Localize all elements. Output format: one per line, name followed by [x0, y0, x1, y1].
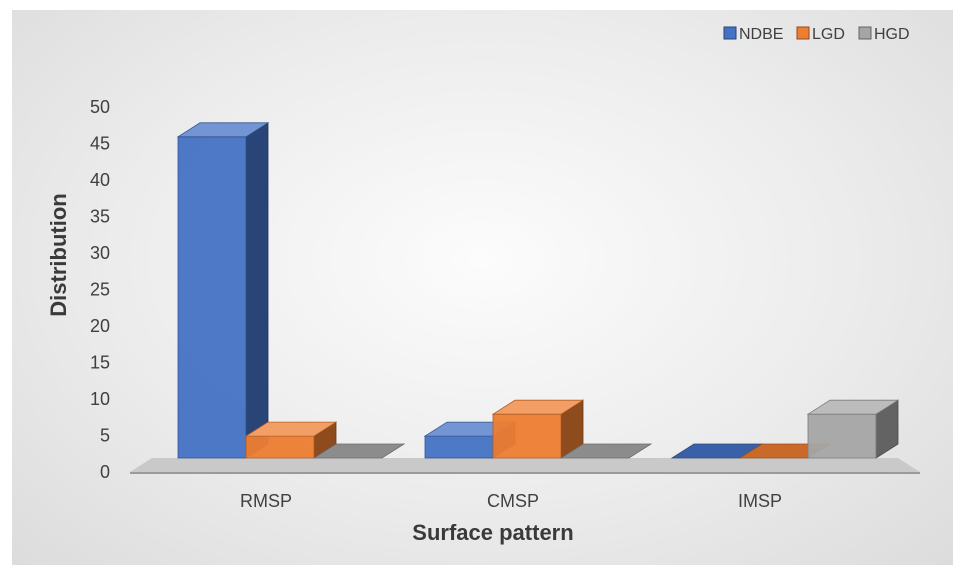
y-tick-label: 35 [90, 207, 110, 227]
legend: NDBE LGD HGD [723, 26, 910, 43]
svg-text:NDBE: NDBE [739, 26, 783, 43]
bar-hgd-rmsp [312, 443, 406, 459]
bar-hgd-imsp [806, 399, 900, 459]
svg-text:HGD: HGD [874, 26, 910, 43]
y-tick-label: 10 [90, 389, 110, 409]
x-tick-label: IMSP [738, 491, 782, 511]
x-tick-label: CMSP [487, 491, 539, 511]
y-axis-title: Distribution [46, 193, 71, 316]
y-tick-label: 30 [90, 243, 110, 263]
svg-text:LGD: LGD [812, 26, 845, 43]
legend-item-ndbe: NDBE [723, 26, 783, 43]
legend-item-lgd: LGD [796, 26, 845, 43]
x-tick-label: RMSP [240, 491, 292, 511]
bar-hgd-cmsp [559, 443, 653, 459]
x-axis-title: Surface pattern [412, 520, 573, 545]
y-tick-label: 40 [90, 170, 110, 190]
y-tick-label: 50 [90, 97, 110, 117]
legend-item-hgd: HGD [858, 26, 910, 43]
y-tick-label: 25 [90, 280, 110, 300]
chart-floor [130, 458, 920, 472]
bar-lgd-rmsp [244, 421, 338, 459]
bar-lgd-cmsp [491, 399, 585, 459]
y-tick-label: 0 [100, 462, 110, 482]
y-tick-label: 15 [90, 353, 110, 373]
bar-ndbe-rmsp [176, 122, 270, 459]
y-tick-label: 45 [90, 134, 110, 154]
y-tick-label: 20 [90, 316, 110, 336]
chart-floor-edge [130, 472, 920, 474]
y-tick-label: 5 [100, 426, 110, 446]
